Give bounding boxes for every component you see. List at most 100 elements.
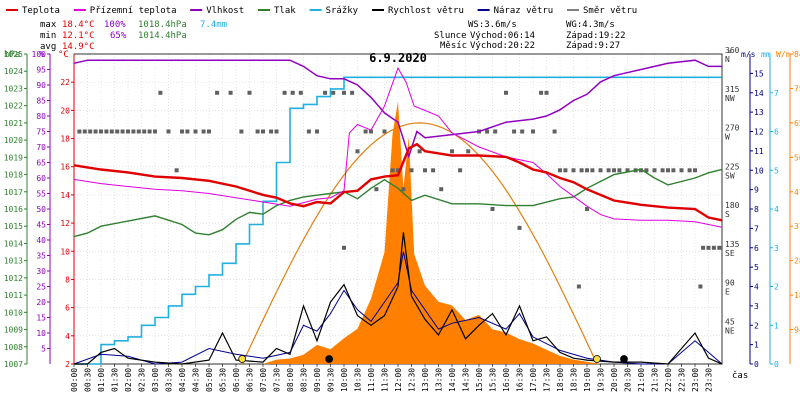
axis-wind-speed-label-7: 7 xyxy=(754,224,759,233)
axis-wind-speed-label-9: 9 xyxy=(754,186,759,195)
x-axis-label: čas xyxy=(732,370,748,381)
wind-direction-point xyxy=(576,284,581,289)
axis-pressure-label-9: 1016 xyxy=(4,205,23,214)
x-tick-label-39: 19:30 xyxy=(597,368,606,392)
axis-rain-label-5: 5 xyxy=(774,166,779,175)
series-solar-area xyxy=(74,101,722,364)
wind-direction-point xyxy=(315,129,319,134)
axis-direction-deg-4: 180 xyxy=(725,201,740,210)
axis-temperature-label-8: 18 xyxy=(60,135,70,144)
axis-temperature-label-3: 8 xyxy=(65,275,70,284)
legend-label-2: Vlhkost xyxy=(206,6,244,16)
wind-direction-point xyxy=(147,129,152,134)
wind-direction-point xyxy=(298,90,303,95)
x-tick-label-25: 12:30 xyxy=(408,368,417,392)
wind-direction-point xyxy=(558,168,562,173)
axis-pressure-label-10: 1017 xyxy=(4,188,23,197)
unit-ms: m/s xyxy=(741,50,756,59)
stat-max-hum: 100% xyxy=(104,20,126,30)
x-tick-label-41: 20:30 xyxy=(624,368,633,392)
wind-direction-point xyxy=(698,284,703,289)
wind-direction-point xyxy=(180,129,184,134)
x-tick-label-2: 01:00 xyxy=(97,368,106,392)
wind-direction-point xyxy=(369,129,373,134)
x-tick-label-42: 21:00 xyxy=(637,368,646,392)
moonrise-text: Východ:20:22 xyxy=(470,41,535,51)
axis-humidity-label-2: 15 xyxy=(36,314,46,323)
wind-gust-avg: WG:4.3m/s xyxy=(566,20,615,30)
wind-direction-point xyxy=(671,168,676,173)
wind-speed-avg: WS:3.6m/s xyxy=(468,20,517,30)
wind-direction-point xyxy=(439,187,444,192)
stat-max-temp: 18.4°C xyxy=(62,20,95,30)
x-tick-label-27: 13:30 xyxy=(435,368,444,392)
chart-date: 6.9.2020 xyxy=(369,51,427,65)
stat-max-rain: 7.4mm xyxy=(200,20,227,30)
wind-direction-point xyxy=(644,168,649,173)
axis-pressure-label-14: 1021 xyxy=(4,119,23,128)
unit-pct: % xyxy=(39,50,45,60)
axis-pressure-label-8: 1015 xyxy=(4,222,23,231)
wind-direction-point xyxy=(531,129,535,134)
axis-pressure-label-13: 1020 xyxy=(4,136,23,145)
wind-direction-point xyxy=(342,90,346,95)
wind-direction-point xyxy=(512,129,517,134)
axis-solar-label-8: 846 xyxy=(794,50,800,59)
series-humidity xyxy=(73,59,722,159)
series-pressure xyxy=(73,168,723,238)
axis-wind-speed-label-2: 2 xyxy=(754,321,759,330)
wind-direction-point xyxy=(82,129,87,134)
x-tick-label-17: 08:30 xyxy=(300,368,309,392)
axis-direction-name-3: SW xyxy=(725,171,735,180)
legend-label-3: Tlak xyxy=(274,6,296,16)
axis-temperature-label-2: 6 xyxy=(65,304,70,313)
wind-direction-point xyxy=(701,245,706,250)
x-tick-label-28: 14:00 xyxy=(448,368,457,392)
wind-direction-point xyxy=(652,168,657,173)
legend-label-4: Srážky xyxy=(326,6,359,16)
axis-humidity-label-19: 100 xyxy=(32,50,47,59)
stat-max-press: 1018.4hPa xyxy=(138,20,187,30)
wind-direction-point xyxy=(493,129,498,134)
axis-direction-name-6: E xyxy=(725,288,730,297)
wind-direction-point xyxy=(679,168,684,173)
x-tick-label-44: 22:00 xyxy=(664,368,673,392)
x-tick-label-13: 06:30 xyxy=(246,368,255,392)
wind-direction-point xyxy=(544,90,549,95)
axis-direction-deg-2: 270 xyxy=(725,124,740,133)
axis-solar-label-1: 188 xyxy=(794,291,800,300)
axis-humidity-label-11: 60 xyxy=(36,174,46,183)
x-tick-label-29: 14:30 xyxy=(462,368,471,392)
wind-direction-point xyxy=(687,168,692,173)
stat-max-label: max xyxy=(40,20,57,30)
axis-direction-name-4: S xyxy=(725,210,730,219)
axis-pressure-label-5: 1012 xyxy=(4,274,23,283)
axis-humidity-label-7: 40 xyxy=(36,236,46,245)
wind-direction-point xyxy=(431,168,436,173)
x-tick-label-22: 11:00 xyxy=(367,368,376,392)
axis-temperature-label-10: 22 xyxy=(60,78,70,87)
wind-direction-point xyxy=(193,129,198,134)
wind-direction-point xyxy=(355,149,360,154)
wind-direction-point xyxy=(409,168,414,173)
axis-wind-speed-label-12: 12 xyxy=(754,128,764,137)
x-tick-label-11: 05:30 xyxy=(219,368,228,392)
wind-direction-point xyxy=(185,129,190,134)
x-tick-label-12: 06:00 xyxy=(232,368,241,392)
axis-rain-label-6: 6 xyxy=(774,128,779,137)
wind-direction-point xyxy=(158,90,163,95)
x-tick-label-0: 00:00 xyxy=(70,368,79,392)
series-ground-temperature xyxy=(73,66,723,228)
axis-solar-label-7: 752 xyxy=(794,84,800,93)
wind-direction-point xyxy=(166,129,171,134)
axis-wind-speed-label-1: 1 xyxy=(754,341,759,350)
series-wind-speed xyxy=(74,232,723,365)
x-tick-label-26: 13:00 xyxy=(421,368,430,392)
axis-humidity-label-1: 10 xyxy=(36,329,46,338)
x-tick-label-21: 10:30 xyxy=(354,368,363,392)
wind-direction-point xyxy=(77,129,82,134)
axis-humidity-label-9: 50 xyxy=(36,205,46,214)
wind-direction-point xyxy=(571,168,576,173)
axis-units: hPa % °C ° m/s mm W/m² xyxy=(4,50,795,60)
